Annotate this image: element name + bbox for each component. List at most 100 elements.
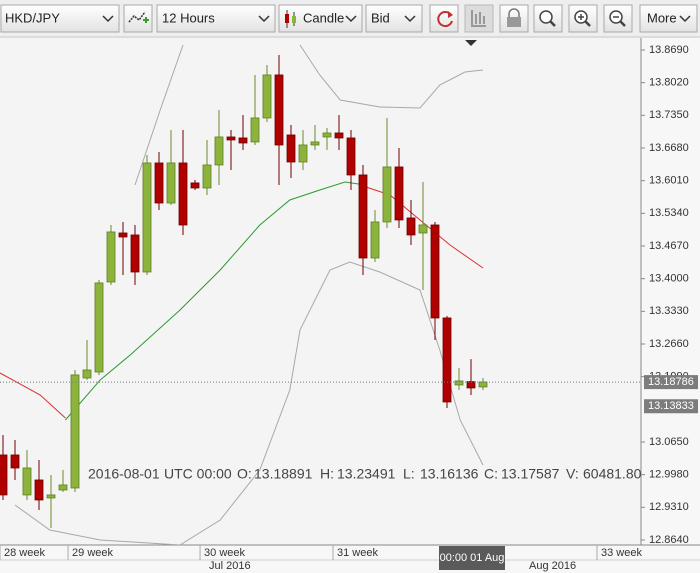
indicator-line [65,181,366,421]
candle-body [94,282,104,373]
crosshair-caret [465,40,477,46]
price-axis [641,38,700,545]
info-field-value: 13.18891 [254,466,313,482]
y-tick-label: 13.7350 [649,109,689,121]
price-label-box [644,399,698,414]
candle-body [418,224,428,234]
x-tick-label: 30 week [204,547,245,559]
candle-body [70,374,80,489]
candle-body [46,494,56,499]
candle-body [406,217,416,236]
candle-body [106,231,116,283]
candle-body [262,74,272,119]
candle-body [226,136,236,141]
plot-area [0,38,641,545]
y-tick-label: 13.4670 [649,240,689,252]
y-tick-label: 13.0650 [649,436,689,448]
info-field-value: 60481.80 [583,466,642,482]
info-field-value: 13.16136 [420,466,479,482]
candle-body [382,166,392,223]
indicator-line [14,261,484,545]
candle-body [154,162,164,204]
candle-body [178,162,188,226]
period-dropdown[interactable]: 12 Hours [156,4,276,33]
symbol-dropdown[interactable]: HKD/JPY [0,4,120,33]
info-field-value: 13.17587 [501,466,560,482]
candle-body [0,454,8,496]
info-field-label: L: [403,466,415,482]
zoom-fit-button[interactable] [533,4,563,33]
time-axis [0,545,700,573]
candle-body [22,467,32,496]
candle-body [394,166,404,221]
month-label: Jul 2016 [209,560,251,572]
crosshair-time-box [439,546,505,570]
y-tick-label: 12.9980 [649,469,689,481]
candle-body [166,162,176,204]
candle-body [274,74,284,146]
side-text: Bid [371,10,390,25]
info-time: UTC 00:00 [164,466,232,482]
info-field-label: H: [320,466,334,482]
price-label: 13.18786 [648,376,694,388]
more-text: More [647,10,677,25]
y-tick-label: 13.8020 [649,77,689,89]
candle-body [190,182,200,189]
candle-body [442,317,452,403]
candle-body [322,132,332,138]
side-dropdown[interactable]: Bid [365,4,423,33]
lock-button[interactable] [499,4,529,33]
candle-body [118,232,128,238]
x-tick-label: 28 week [4,547,45,559]
style-text: Candle [303,10,344,25]
candle-body [10,454,20,469]
scale-button[interactable] [464,4,494,33]
overlay: 13.8690 13.8020 13.7350 13.6680 13.6010 13.53… [0,40,698,572]
candle-body [286,134,296,163]
style-dropdown[interactable]: Candle [278,4,363,33]
candle-body [454,380,464,386]
zoom-out-button[interactable] [603,4,633,33]
candle-body [238,137,248,144]
plot-marks [0,44,641,545]
candle-body [478,381,488,388]
month-label: Aug 2016 [529,560,576,572]
zoom-in-button[interactable] [568,4,598,33]
info-date: 2016-08-01 [88,466,160,482]
info-field-value: 13.23491 [337,466,396,482]
symbol-text: HKD/JPY [5,10,60,25]
x-tick-label: 29 week [72,547,113,559]
candle-body [466,381,476,389]
info-field-label: V: [566,466,579,482]
crosshair-time: 00:00 01 Aug [440,552,505,564]
price-label: 13.13833 [648,400,694,412]
y-tick-label: 13.6680 [649,142,689,154]
y-tick-label: 13.8690 [649,44,689,56]
y-tick-label: 13.5340 [649,207,689,219]
refresh-button[interactable] [429,4,459,33]
candle-body [82,369,92,379]
candle-body [334,132,344,139]
more-dropdown[interactable]: More [639,4,698,33]
candle-body [370,221,380,259]
candle-body [214,136,224,166]
candle-body [310,141,320,146]
y-tick-label: 12.9310 [649,501,689,513]
candle-body [142,162,152,273]
candle-body [430,224,440,319]
candle-body [358,174,368,259]
indicator-line [134,44,484,186]
indicator-button[interactable] [123,4,153,33]
y-tick-label: 13.2660 [649,338,689,350]
x-tick-label: 33 week [601,547,642,559]
period-text: 12 Hours [162,10,215,25]
info-field-label: O: [237,466,252,482]
candle-body [346,137,356,176]
price-label-box [644,375,698,390]
y-tick-label: 12.8640 [649,534,689,546]
y-tick-label: 13.4000 [649,273,689,285]
candle-body [250,117,260,143]
info-field-label: C: [484,466,498,482]
